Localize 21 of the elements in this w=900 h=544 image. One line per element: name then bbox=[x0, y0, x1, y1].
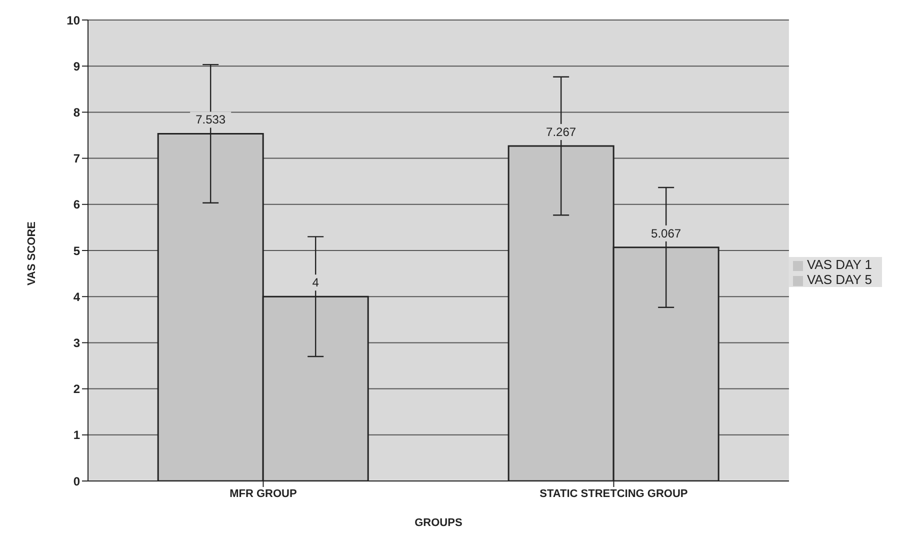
y-tick-label: 10 bbox=[66, 13, 80, 28]
data-label: 7.533 bbox=[196, 112, 226, 127]
y-tick-label: 4 bbox=[73, 290, 80, 304]
y-tick-label: 0 bbox=[73, 474, 80, 488]
y-tick-label: 6 bbox=[73, 198, 80, 212]
y-tick-label: 9 bbox=[73, 59, 80, 74]
x-tick-label: MFR GROUP bbox=[230, 488, 297, 500]
y-tick-label: 1 bbox=[73, 428, 80, 442]
y-tick-label: 7 bbox=[73, 152, 80, 166]
y-tick-label: 5 bbox=[73, 244, 80, 258]
y-tick-label: 3 bbox=[73, 336, 80, 350]
x-axis-title: GROUPS bbox=[414, 517, 462, 529]
data-label: 4 bbox=[312, 276, 320, 290]
data-label: 5.067 bbox=[651, 226, 682, 240]
y-tick-label: 2 bbox=[73, 382, 80, 396]
legend-label: VAS DAY 1 bbox=[806, 257, 872, 272]
y-axis-title: VAS SCORE bbox=[26, 222, 38, 286]
legend-label: VAS DAY 5 bbox=[806, 272, 872, 287]
x-tick-label: STATIC STRETCING GROUP bbox=[540, 488, 688, 500]
y-tick-label: 8 bbox=[73, 105, 80, 120]
data-label: 7.267 bbox=[546, 124, 576, 139]
